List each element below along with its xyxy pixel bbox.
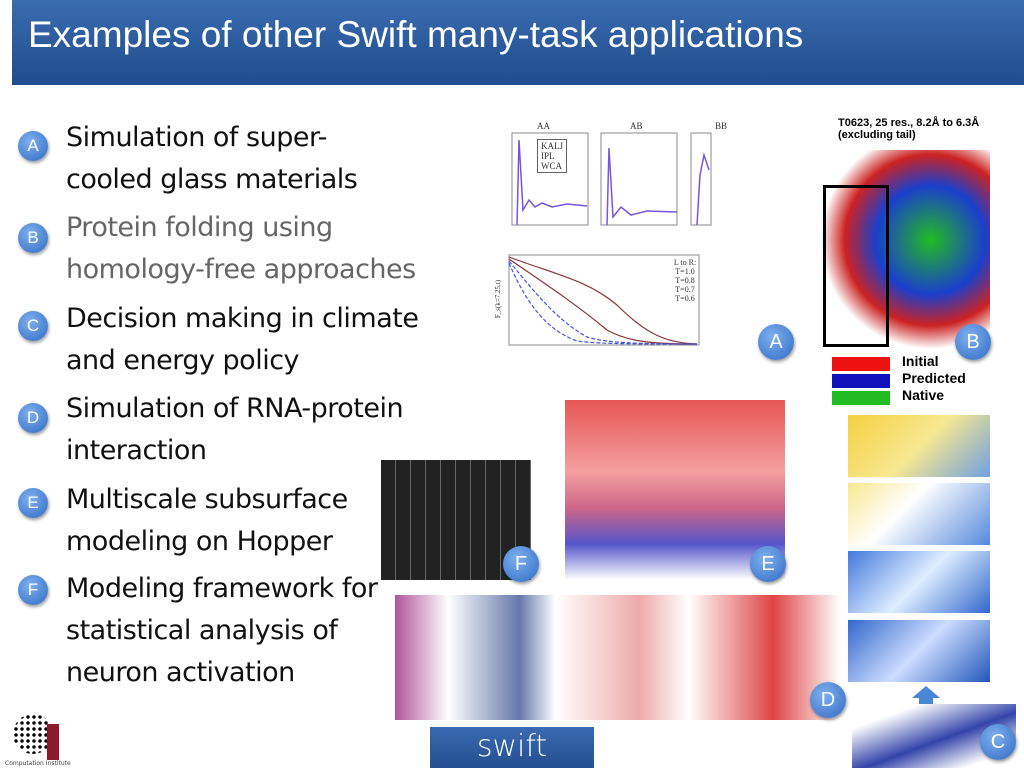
protein-structure-image xyxy=(820,150,990,350)
legend-swatch-native xyxy=(832,391,890,405)
badge-figure-b: B xyxy=(955,324,991,360)
bullet-a: Simulation of super-cooled glass materia… xyxy=(66,122,358,195)
title-bar: Examples of other Swift many-task applic… xyxy=(12,0,1024,85)
bullet-f: Modeling framework for statistical analys… xyxy=(66,573,378,688)
badge-figure-c: C xyxy=(980,724,1016,760)
bullet-b: Protein folding using homology-free appro… xyxy=(66,212,416,285)
bullet-d: Simulation of RNA-protein interaction xyxy=(66,393,404,466)
legend-swatch-predicted xyxy=(832,374,890,388)
climate-map-4 xyxy=(848,620,990,682)
badge-c: C xyxy=(18,311,48,341)
swift-logo: swift xyxy=(430,727,594,768)
bullet-c: Decision making in climate and energy pol… xyxy=(66,303,419,376)
badge-figure-f: F xyxy=(503,546,539,582)
badge-e: E xyxy=(18,488,48,518)
badge-a: A xyxy=(18,131,48,161)
legend-native: Native xyxy=(902,387,945,403)
badge-figure-e: E xyxy=(750,546,786,582)
rna-protein-images xyxy=(395,595,840,720)
climate-map-1 xyxy=(848,415,990,477)
glass-simulation-plots: AA AB BB KALJ IPL WCA L to R: T=1.0 T=0.8 … xyxy=(494,115,727,355)
badge-figure-d: D xyxy=(810,682,846,718)
protein-caption: T0623, 25 res., 8.2Å to 6.3Å (excluding … xyxy=(838,117,980,141)
badge-b: B xyxy=(18,223,48,253)
panel-label-ab: AB xyxy=(630,121,643,131)
subsurface-model-image xyxy=(565,400,785,580)
slide-title: Examples of other Swift many-task applic… xyxy=(28,14,804,55)
plot-legend: KALJ IPL WCA xyxy=(537,139,567,173)
legend-initial: Initial xyxy=(902,353,939,369)
badge-figure-a: A xyxy=(758,324,794,360)
temperature-note: L to R: T=1.0 T=0.8 T=0.7 T=0.6 xyxy=(673,258,697,303)
bullet-e: Multiscale subsurface modeling on Hopper xyxy=(66,484,348,557)
badge-f: F xyxy=(18,575,48,605)
legend-swatch-initial xyxy=(832,357,890,371)
y-axis-label: F_s(k=7.25,t) xyxy=(494,279,502,319)
arrow-up-icon xyxy=(912,686,940,706)
climate-map-3 xyxy=(848,551,990,613)
panel-label-bb: BB xyxy=(715,121,728,131)
legend-predicted: Predicted xyxy=(902,370,966,386)
climate-map-2 xyxy=(848,483,990,545)
panel-label-aa: AA xyxy=(537,121,550,131)
badge-d: D xyxy=(18,403,48,433)
computation-institute-logo: Computation Institute xyxy=(5,712,75,768)
